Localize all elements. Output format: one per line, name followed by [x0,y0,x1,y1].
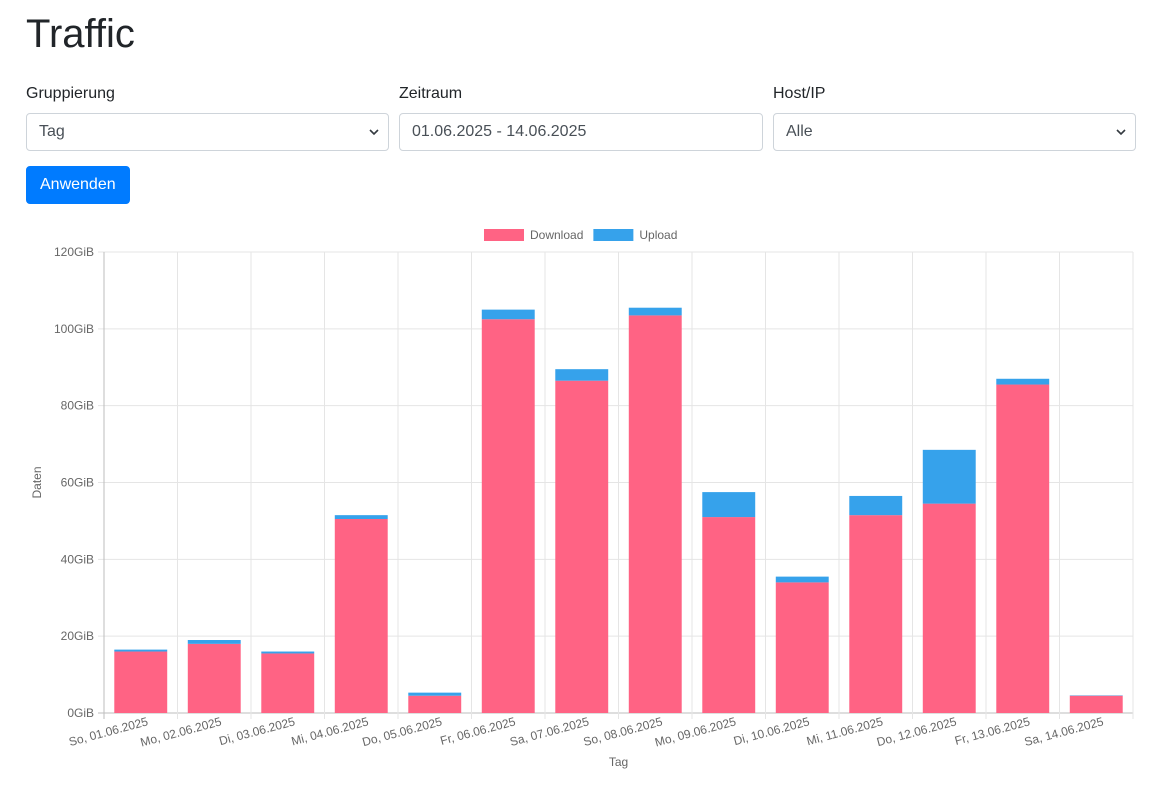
bar-download [555,380,609,713]
x-tick-label: Mo, 09.06.2025 [653,714,737,749]
bar-download [1069,695,1123,713]
bar-download [114,651,168,713]
bar-download [628,315,682,713]
y-tick-label: 40GiB [61,552,94,566]
y-tick-label: 80GiB [61,399,94,413]
legend-swatch [593,229,634,241]
legend-label: Download [530,228,583,242]
x-tick-label: So, 08.06.2025 [582,714,665,749]
y-axis-title: Daten [30,466,44,498]
bar-download [775,582,829,713]
legend-label: Upload [639,228,677,242]
bar-download [481,319,535,713]
y-tick-label: 120GiB [54,245,94,259]
bar-upload [628,307,682,316]
x-tick-label: Do, 05.06.2025 [361,714,444,749]
x-tick-label: Sa, 14.06.2025 [1023,714,1106,749]
bar-download [996,384,1050,713]
host-select[interactable]: Alle [773,113,1136,151]
chevron-down-icon [1116,129,1126,136]
bar-upload [702,492,756,518]
bar-download [849,515,903,713]
bar-upload [922,449,976,504]
bar-download [408,695,462,713]
host-label: Host/IP [773,85,826,102]
bar-upload [261,651,315,654]
host-group: Host/IP Alle [773,84,1136,151]
bar-upload [481,309,535,320]
bar-download [702,517,756,713]
chevron-down-icon [369,129,379,136]
grouping-select-value: Tag [39,123,65,140]
y-tick-label: 0GiB [67,706,94,720]
y-tick-label: 100GiB [54,322,94,336]
grouping-select[interactable]: Tag [26,113,389,151]
range-input[interactable]: 01.06.2025 - 14.06.2025 [399,113,763,151]
x-tick-label: Sa, 07.06.2025 [508,714,591,749]
grouping-label: Gruppierung [26,85,115,102]
grouping-group: Gruppierung Tag [26,84,389,151]
traffic-chart: 0GiB 20GiB 40GiB 60GiB 80GiB 100GiB 120GiB So, … [30,228,1134,769]
bar-download [922,503,976,713]
y-tick-label: 60GiB [61,476,94,490]
bar-download [334,518,388,713]
x-axis-title: Tag [609,755,628,769]
legend-swatch [484,229,524,241]
x-tick-label: Fr, 06.06.2025 [439,714,518,748]
bar-upload [334,515,388,519]
page-title: Traffic [26,12,135,56]
x-tick-label: Do, 12.06.2025 [875,714,958,749]
bar-upload [849,495,903,516]
bar-upload [996,378,1050,385]
x-tick-label: Mo, 02.06.2025 [139,714,223,749]
x-tick-label: Di, 10.06.2025 [732,714,811,748]
bar-upload [187,640,241,644]
bar-download [187,643,241,713]
bar-upload [114,649,168,652]
bar-upload [775,576,829,583]
x-tick-label: Mi, 04.06.2025 [290,714,371,748]
x-tick-label: Di, 03.06.2025 [218,714,297,748]
host-select-value: Alle [786,123,813,140]
bar-upload [408,692,462,696]
bar-download [261,653,315,713]
range-group: Zeitraum 01.06.2025 - 14.06.2025 [399,84,763,151]
y-tick-label: 20GiB [61,629,94,643]
x-tick-label: Mi, 11.06.2025 [805,714,885,748]
range-label: Zeitraum [399,85,463,102]
apply-button[interactable]: Anwenden [26,166,130,204]
bar-upload [555,369,609,381]
x-tick-label: Fr, 13.06.2025 [953,714,1032,748]
range-input-value: 01.06.2025 - 14.06.2025 [412,123,587,140]
